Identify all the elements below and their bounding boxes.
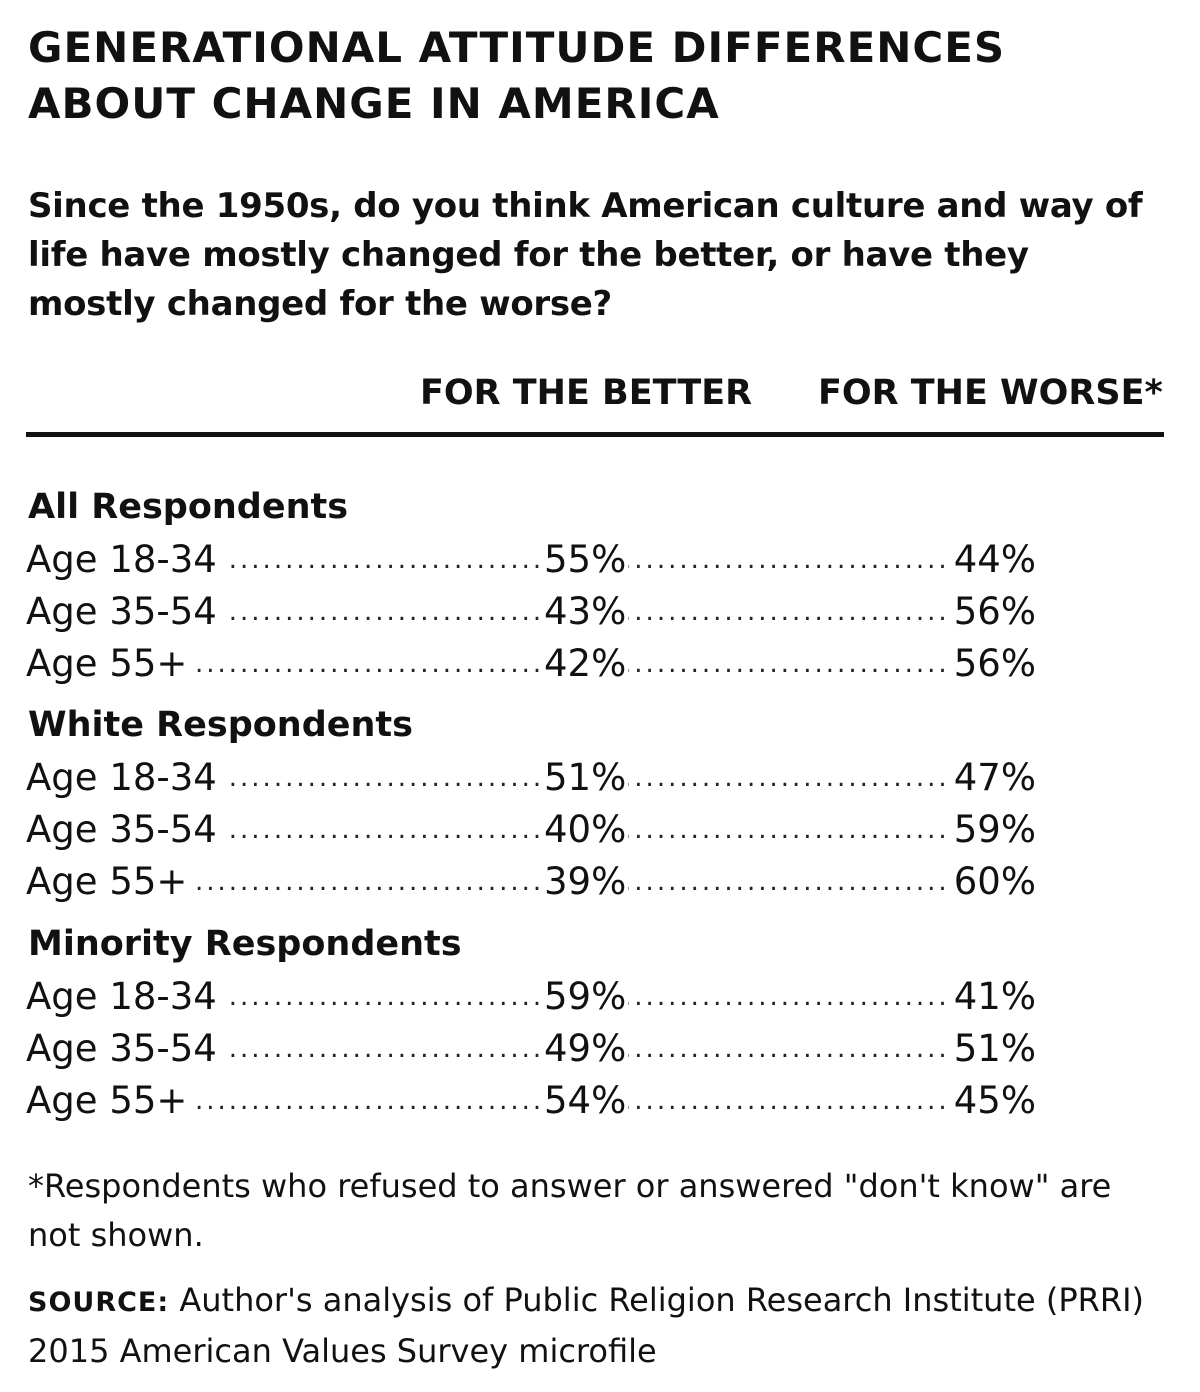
group-label: White Respondents [28, 705, 413, 745]
row-label: Age 35-54 [26, 1024, 223, 1074]
value-better: 43% [542, 587, 629, 637]
column-header-worse: FOR THE WORSE* [818, 373, 1163, 413]
source-line: SOURCE: Author's analysis of Public Reli… [28, 1276, 1168, 1376]
value-worse: 44% [947, 535, 1036, 585]
row-label: Age 18-34 [26, 535, 223, 585]
value-better: 54% [542, 1076, 629, 1126]
table-row: ........................................… [26, 535, 1036, 585]
group-label: All Respondents [28, 487, 349, 527]
source-label: SOURCE: [28, 1287, 170, 1318]
value-worse: 51% [947, 1024, 1036, 1074]
table-row: ........................................… [26, 805, 1036, 855]
row-label: Age 55+ [26, 639, 194, 689]
source-text: Author's analysis of Public Religion Res… [28, 1281, 1145, 1370]
row-label: Age 35-54 [26, 587, 223, 637]
value-worse: 56% [947, 587, 1036, 637]
column-header-better: FOR THE BETTER [420, 373, 753, 413]
value-better: 59% [542, 972, 629, 1022]
survey-question: Since the 1950s, do you think American c… [28, 186, 1143, 324]
header-rule [26, 432, 1164, 437]
value-worse: 60% [947, 857, 1036, 907]
table-row: ........................................… [26, 1024, 1036, 1074]
table-row: ........................................… [26, 857, 1036, 907]
row-label: Age 18-34 [26, 972, 223, 1022]
group-label: Minority Respondents [28, 924, 462, 964]
value-worse: 45% [947, 1076, 1036, 1126]
value-worse: 56% [947, 639, 1036, 689]
value-better: 51% [542, 753, 629, 803]
table-row: ........................................… [26, 972, 1036, 1022]
value-better: 42% [542, 639, 629, 689]
table-row: ........................................… [26, 1076, 1036, 1126]
value-better: 49% [542, 1024, 629, 1074]
footnote: *Respondents who refused to answer or an… [28, 1167, 1112, 1254]
row-label: Age 55+ [26, 1076, 194, 1126]
row-label: Age 55+ [26, 857, 194, 907]
value-better: 55% [542, 535, 629, 585]
row-label: Age 18-34 [26, 753, 223, 803]
table-row: ........................................… [26, 587, 1036, 637]
table-row: ........................................… [26, 639, 1036, 689]
value-worse: 59% [947, 805, 1036, 855]
value-worse: 41% [947, 972, 1036, 1022]
value-worse: 47% [947, 753, 1036, 803]
chart-title: GENERATIONAL ATTITUDE DIFFERENCES ABOUT … [28, 23, 1006, 128]
value-better: 39% [542, 857, 629, 907]
value-better: 40% [542, 805, 629, 855]
table-row: ........................................… [26, 753, 1036, 803]
row-label: Age 35-54 [26, 805, 223, 855]
